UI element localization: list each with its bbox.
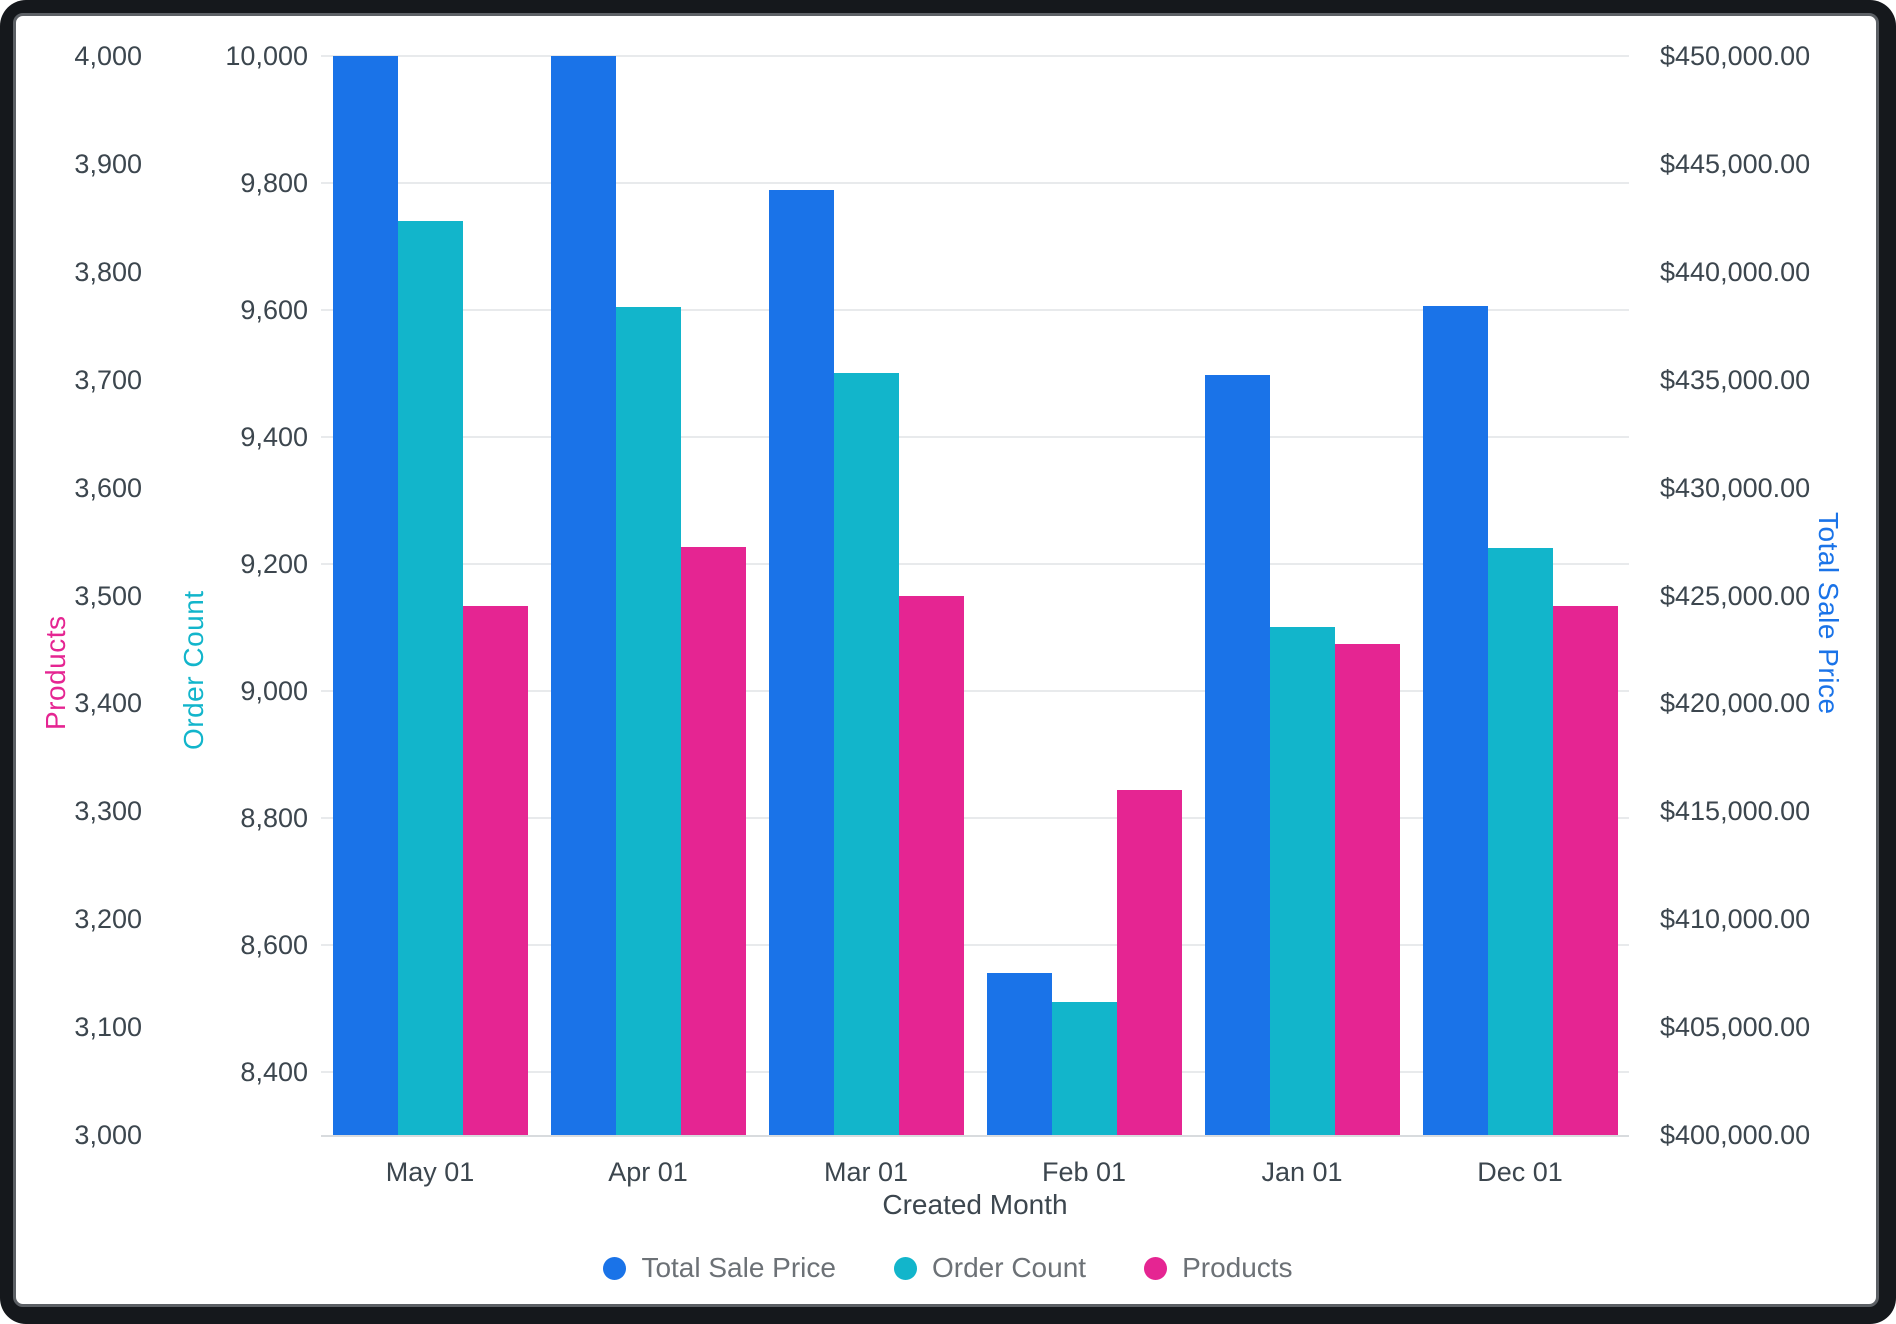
- bar-order-count-apr-01[interactable]: [615, 306, 681, 1135]
- order_count-tick: 9,800: [240, 167, 308, 198]
- x-tick-dec-01: Dec 01: [1477, 1157, 1563, 1187]
- products-tick: 4,000: [74, 41, 142, 71]
- products-tick: 3,300: [74, 796, 142, 827]
- gridline: [321, 689, 1629, 692]
- legend-item-order-count[interactable]: Order Count: [893, 1251, 1087, 1285]
- legend-item-products[interactable]: Products: [1144, 1251, 1293, 1285]
- gridline: [321, 181, 1629, 184]
- x-tick-mar-01: Mar 01: [823, 1157, 909, 1187]
- gridline: [321, 816, 1629, 819]
- legend: Total Sale Price Order Count Products: [0, 1246, 1896, 1290]
- bar-products-jan-01[interactable]: [1334, 644, 1400, 1135]
- bar-products-may-01[interactable]: [462, 606, 528, 1135]
- legend-swatch-icon: [603, 1256, 627, 1280]
- bar-total-sale-price-dec-01[interactable]: [1422, 306, 1488, 1135]
- legend-label: Total Sale Price: [641, 1252, 836, 1283]
- total_sale_price-tick: $435,000.00: [1660, 364, 1811, 395]
- products-tick: 3,100: [74, 1012, 142, 1043]
- order_count-tick: 9,000: [240, 675, 308, 706]
- gridline: [321, 55, 1629, 57]
- bar-order-count-may-01[interactable]: [397, 221, 463, 1135]
- total-sale-price-axis-title: Total Sale Price: [1813, 512, 1844, 715]
- order_count-tick: 9,600: [240, 294, 308, 325]
- x-tick-jan-01: Jan 01: [1261, 1157, 1343, 1187]
- order_count-tick: 8,800: [240, 802, 308, 833]
- order_count-tick: 10,000: [225, 41, 308, 71]
- products-tick: 3,800: [74, 256, 142, 287]
- products-tick: 3,000: [74, 1120, 142, 1150]
- gridline: [321, 562, 1629, 565]
- products-tick: 3,200: [74, 904, 142, 935]
- total_sale_price-tick: $405,000.00: [1660, 1012, 1811, 1043]
- products-tick: 3,600: [74, 472, 142, 503]
- products-axis-title: Products: [40, 615, 71, 731]
- gridline: [321, 308, 1629, 311]
- bar-total-sale-price-jan-01[interactable]: [1204, 375, 1270, 1135]
- products-tick: 3,400: [74, 688, 142, 719]
- gridline: [321, 1070, 1629, 1073]
- order-count-axis-title: Order Count: [178, 590, 209, 750]
- x-axis-line: [321, 1135, 1629, 1137]
- bar-total-sale-price-apr-01[interactable]: [550, 56, 616, 1135]
- x-tick-may-01: May 01: [385, 1157, 475, 1187]
- bar-products-dec-01[interactable]: [1552, 606, 1618, 1135]
- total_sale_price-tick: $445,000.00: [1660, 148, 1811, 179]
- x-tick-apr-01: Apr 01: [608, 1157, 688, 1187]
- products-tick: 3,700: [74, 364, 142, 395]
- gridline: [321, 435, 1629, 438]
- legend-swatch-icon: [893, 1256, 917, 1280]
- bar-order-count-jan-01[interactable]: [1269, 627, 1335, 1135]
- bar-products-apr-01[interactable]: [680, 546, 746, 1135]
- total_sale_price-tick: $415,000.00: [1660, 796, 1811, 827]
- order_count-tick: 9,200: [240, 548, 308, 579]
- legend-item-total-sale-price[interactable]: Total Sale Price: [603, 1251, 836, 1285]
- bar-order-count-mar-01[interactable]: [833, 373, 899, 1135]
- total_sale_price-tick: $450,000.00: [1660, 41, 1811, 71]
- bar-total-sale-price-feb-01[interactable]: [986, 973, 1052, 1135]
- order_count-tick: 8,600: [240, 929, 308, 960]
- total_sale_price-tick: $400,000.00: [1660, 1120, 1811, 1150]
- products-tick: 3,900: [74, 148, 142, 179]
- bar-products-feb-01[interactable]: [1116, 789, 1182, 1135]
- order_count-tick: 9,400: [240, 421, 308, 452]
- bar-products-mar-01[interactable]: [898, 595, 964, 1135]
- gridline: [321, 943, 1629, 946]
- total_sale_price-tick: $440,000.00: [1660, 256, 1811, 287]
- total_sale_price-tick: $425,000.00: [1660, 580, 1811, 611]
- order_count-tick: 8,400: [240, 1056, 308, 1087]
- bar-order-count-dec-01[interactable]: [1487, 547, 1553, 1135]
- legend-swatch-icon: [1144, 1256, 1168, 1280]
- total_sale_price-tick: $420,000.00: [1660, 688, 1811, 719]
- legend-label: Products: [1182, 1252, 1293, 1283]
- total_sale_price-tick: $410,000.00: [1660, 904, 1811, 935]
- bar-total-sale-price-may-01[interactable]: [332, 56, 398, 1135]
- legend-label: Order Count: [931, 1252, 1087, 1283]
- x-tick-feb-01: Feb 01: [1041, 1157, 1127, 1187]
- bar-total-sale-price-mar-01[interactable]: [768, 189, 834, 1135]
- x-axis-title: Created Month: [882, 1189, 1068, 1220]
- bar-order-count-feb-01[interactable]: [1051, 1001, 1117, 1135]
- total_sale_price-tick: $430,000.00: [1660, 472, 1811, 503]
- products-tick: 3,500: [74, 580, 142, 611]
